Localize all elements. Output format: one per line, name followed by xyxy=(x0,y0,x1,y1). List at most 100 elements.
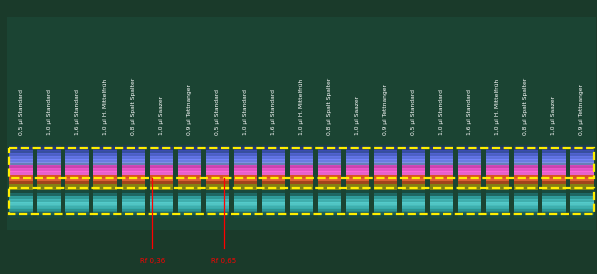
Bar xyxy=(122,205,145,209)
Bar xyxy=(374,168,398,172)
Bar xyxy=(10,159,33,163)
Bar xyxy=(318,162,341,166)
Bar xyxy=(38,190,61,194)
Bar xyxy=(318,147,341,151)
Bar xyxy=(318,190,341,193)
Bar xyxy=(66,168,89,172)
Bar xyxy=(402,208,426,212)
Bar xyxy=(94,208,117,212)
Bar xyxy=(122,171,145,175)
Bar xyxy=(346,181,370,184)
Bar xyxy=(261,144,285,147)
Bar xyxy=(261,168,285,172)
Bar xyxy=(150,196,173,200)
Bar xyxy=(318,150,341,154)
Bar xyxy=(177,150,201,154)
Bar xyxy=(290,211,313,215)
Bar xyxy=(346,199,370,203)
Bar xyxy=(486,144,509,147)
Bar xyxy=(122,184,145,187)
Bar xyxy=(66,202,89,206)
Bar xyxy=(261,178,285,181)
Bar xyxy=(346,205,370,209)
Bar xyxy=(177,144,201,147)
Bar xyxy=(374,171,398,175)
Bar xyxy=(430,153,453,157)
Bar xyxy=(430,214,453,218)
Bar xyxy=(458,208,481,212)
Bar xyxy=(486,171,509,175)
Bar xyxy=(318,205,341,209)
Bar xyxy=(205,205,229,209)
Bar xyxy=(402,181,426,184)
Bar xyxy=(290,190,313,194)
Bar xyxy=(66,165,89,169)
Bar xyxy=(205,208,229,212)
Bar xyxy=(233,199,257,203)
Bar xyxy=(318,202,341,206)
Bar xyxy=(402,193,426,197)
Bar xyxy=(94,159,117,163)
Bar xyxy=(514,181,537,184)
Bar xyxy=(486,162,509,166)
Bar xyxy=(205,190,229,193)
Bar xyxy=(374,147,398,151)
Bar xyxy=(458,156,481,160)
Bar xyxy=(261,199,285,203)
Bar xyxy=(233,205,257,209)
Bar xyxy=(346,159,370,163)
Bar xyxy=(290,147,313,151)
Bar xyxy=(94,202,117,206)
Bar xyxy=(66,178,89,181)
Bar xyxy=(233,178,257,181)
Bar xyxy=(346,211,370,215)
Bar xyxy=(402,168,426,172)
Bar xyxy=(402,162,426,166)
Bar xyxy=(458,168,481,172)
Bar xyxy=(177,168,201,172)
Bar xyxy=(205,153,229,157)
Bar xyxy=(122,162,145,166)
Bar xyxy=(66,208,89,212)
Bar xyxy=(290,153,313,157)
Bar xyxy=(122,190,145,193)
Bar xyxy=(402,184,426,187)
Bar xyxy=(346,202,370,206)
Bar xyxy=(150,159,173,163)
Bar xyxy=(402,211,426,215)
Bar xyxy=(66,153,89,157)
Bar xyxy=(318,168,341,172)
Bar xyxy=(66,181,89,184)
Bar xyxy=(542,187,565,190)
Bar xyxy=(10,171,33,175)
Bar xyxy=(458,196,481,200)
Bar xyxy=(542,196,565,200)
Bar xyxy=(150,144,173,147)
Bar xyxy=(570,156,593,160)
Bar xyxy=(94,196,117,200)
Bar xyxy=(233,187,257,190)
Bar xyxy=(205,196,229,200)
Bar xyxy=(10,208,33,212)
Bar xyxy=(542,178,565,181)
Bar xyxy=(514,187,537,190)
Bar xyxy=(458,171,481,175)
Bar xyxy=(430,199,453,203)
Bar xyxy=(486,214,509,218)
Bar xyxy=(542,181,565,184)
Bar xyxy=(261,162,285,166)
Bar xyxy=(514,190,537,193)
Bar xyxy=(514,214,537,218)
Bar xyxy=(150,150,173,154)
Bar xyxy=(94,190,117,193)
Bar xyxy=(150,211,173,215)
Bar xyxy=(458,214,481,218)
Bar xyxy=(261,147,285,151)
Bar xyxy=(514,208,537,212)
Bar xyxy=(205,168,229,172)
Bar xyxy=(290,181,313,184)
Bar xyxy=(570,181,593,184)
Bar xyxy=(570,184,593,187)
Bar xyxy=(458,153,481,157)
Text: 1,6 μl Standard: 1,6 μl Standard xyxy=(271,89,276,135)
